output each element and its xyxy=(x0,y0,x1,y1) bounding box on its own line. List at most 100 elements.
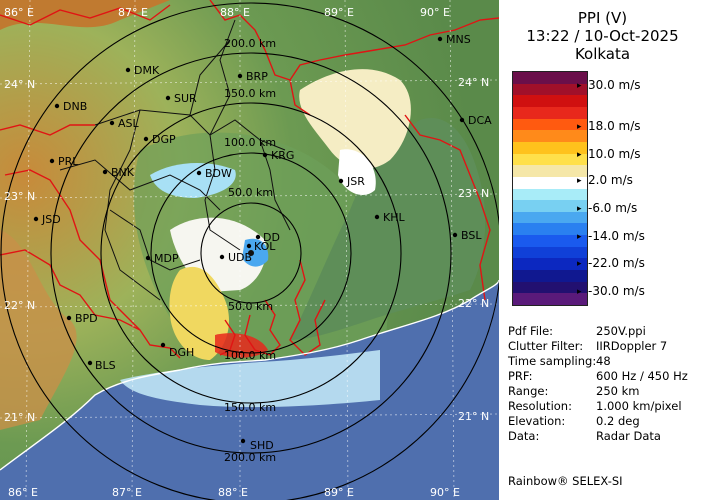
lon-label-top: 86° E xyxy=(4,6,34,19)
info-key: Range: xyxy=(508,384,549,398)
scale-color-segment xyxy=(513,106,587,120)
info-row: Clutter Filter: IIRDoppler 7 xyxy=(508,340,667,353)
station-label: DGP xyxy=(152,133,176,146)
info-key: Clutter Filter: xyxy=(508,339,584,353)
range-label: 50.0 km xyxy=(228,300,273,313)
station-label: KRG xyxy=(271,149,294,162)
info-row: Resolution: 1.000 km/pixel xyxy=(508,400,682,413)
scale-color-segment xyxy=(513,153,587,166)
software-credit: Rainbow® SELEX-SI xyxy=(508,474,623,488)
lon-label-top: 90° E xyxy=(420,6,450,19)
station-label: UDB xyxy=(228,251,252,264)
info-row: Pdf File: 250V.ppi xyxy=(508,325,646,338)
info-row: Elevation: 0.2 deg xyxy=(508,415,640,428)
state-boundaries xyxy=(0,0,499,359)
station-label: BPD xyxy=(75,312,98,325)
radar-echo-layer xyxy=(120,69,486,408)
range-label: 150.0 km xyxy=(224,87,276,100)
station-label: BSL xyxy=(461,229,482,242)
station-label: ASL xyxy=(118,117,140,130)
range-rings xyxy=(0,2,499,500)
station-label: SHD xyxy=(250,439,274,452)
radar-site-marker xyxy=(248,250,254,256)
info-key: Elevation: xyxy=(508,414,566,428)
scale-color-segment xyxy=(513,270,587,283)
lat-label-left: 22° N xyxy=(4,299,35,312)
radar-location: Kolkata xyxy=(574,45,631,63)
scale-color-segment xyxy=(513,223,587,236)
lon-label-top: 87° E xyxy=(118,6,148,19)
product-title: PPI (V) xyxy=(577,9,628,27)
scale-color-segment xyxy=(513,293,587,305)
station-label: BLS xyxy=(95,359,116,372)
scale-color-segment xyxy=(513,141,587,155)
lon-label-bottom: 90° E xyxy=(430,486,460,499)
scale-label: 30.0 m/s xyxy=(577,79,640,94)
scale-color-segment xyxy=(513,211,587,224)
info-key: Data: xyxy=(508,429,540,443)
scale-label: -22.0 m/s xyxy=(577,257,645,272)
info-key: Time sampling: xyxy=(508,354,597,368)
scale-label: -6.0 m/s xyxy=(577,202,637,217)
lat-label-right: 21° N xyxy=(458,410,489,423)
lat-label-right: 23° N xyxy=(458,187,489,200)
lon-label-bottom: 89° E xyxy=(324,486,354,499)
station-label: KHL xyxy=(383,211,405,224)
scale-color-segment xyxy=(513,235,587,248)
echo-cream-northeast xyxy=(299,69,411,169)
info-row: Range: 250 km xyxy=(508,385,639,398)
axis-labels: 86° E 87° E 88° E 89° E 90° E 86° E 87° … xyxy=(4,6,489,499)
lat-label-left: 23° N xyxy=(4,190,35,203)
lat-label-left: 21° N xyxy=(4,411,35,424)
info-value: IIRDoppler 7 xyxy=(596,339,668,353)
info-row: Time sampling:48 xyxy=(508,355,611,368)
station-label: BRP xyxy=(246,70,268,83)
lat-label-left: 24° N xyxy=(4,78,35,91)
info-value: Radar Data xyxy=(596,429,661,443)
lon-label-bottom: 86° E xyxy=(8,486,38,499)
graticule xyxy=(0,0,499,500)
lon-label-top: 88° E xyxy=(220,6,250,19)
scale-label: 2.0 m/s xyxy=(577,174,633,189)
scale-color-segment xyxy=(513,176,587,189)
station-label: SUR xyxy=(174,92,197,105)
scale-color-segment xyxy=(513,165,587,178)
range-label: 100.0 km xyxy=(224,136,276,149)
info-key: Resolution: xyxy=(508,399,572,413)
info-row: PRF: 600 Hz / 450 Hz xyxy=(508,370,688,383)
station-label: BDW xyxy=(205,167,232,180)
scale-color-segment xyxy=(513,118,587,131)
station-label: JSR xyxy=(346,175,365,188)
info-key: PRF: xyxy=(508,369,533,383)
range-label: 100.0 km xyxy=(224,349,276,362)
station-label: MDP xyxy=(154,252,179,265)
station-label: KOL xyxy=(254,240,276,253)
info-panel: PPI (V) 13:22 / 10-Oct-2025 Kolkata 30.0… xyxy=(499,0,706,500)
info-value: 250 km xyxy=(596,384,640,398)
terrain-highland-southwest xyxy=(0,230,77,430)
scale-label: 18.0 m/s xyxy=(577,120,640,135)
range-labels: 200.0 km 150.0 km 100.0 km 50.0 km 50.0 … xyxy=(224,37,276,464)
info-value: 250V.ppi xyxy=(596,324,646,338)
scale-color-segment xyxy=(513,258,587,271)
scale-color-segment xyxy=(513,246,587,259)
stations: MNS DMK BRP DNB SUR DCA ASL DGP KRG PRL … xyxy=(33,33,492,452)
station-label: BNK xyxy=(111,166,135,179)
scale-label: 10.0 m/s xyxy=(577,148,640,163)
station-label: DCA xyxy=(468,114,492,127)
range-label: 50.0 km xyxy=(228,186,273,199)
info-value: 0.2 deg xyxy=(596,414,640,428)
echo-green-east xyxy=(290,118,486,340)
station-label: JSD xyxy=(41,213,61,226)
scale-color-segment xyxy=(513,83,587,96)
station-label: DD xyxy=(263,231,280,244)
range-label: 150.0 km xyxy=(224,401,276,414)
station-label: DGH xyxy=(169,346,194,359)
lat-label-right: 24° N xyxy=(458,76,489,89)
range-label: 200.0 km xyxy=(224,37,276,50)
lat-label-right: 22° N xyxy=(458,297,489,310)
lon-label-bottom: 87° E xyxy=(112,486,142,499)
range-ring-100km xyxy=(150,152,352,354)
echo-white-east xyxy=(338,149,376,195)
scale-color-segment xyxy=(513,130,587,143)
